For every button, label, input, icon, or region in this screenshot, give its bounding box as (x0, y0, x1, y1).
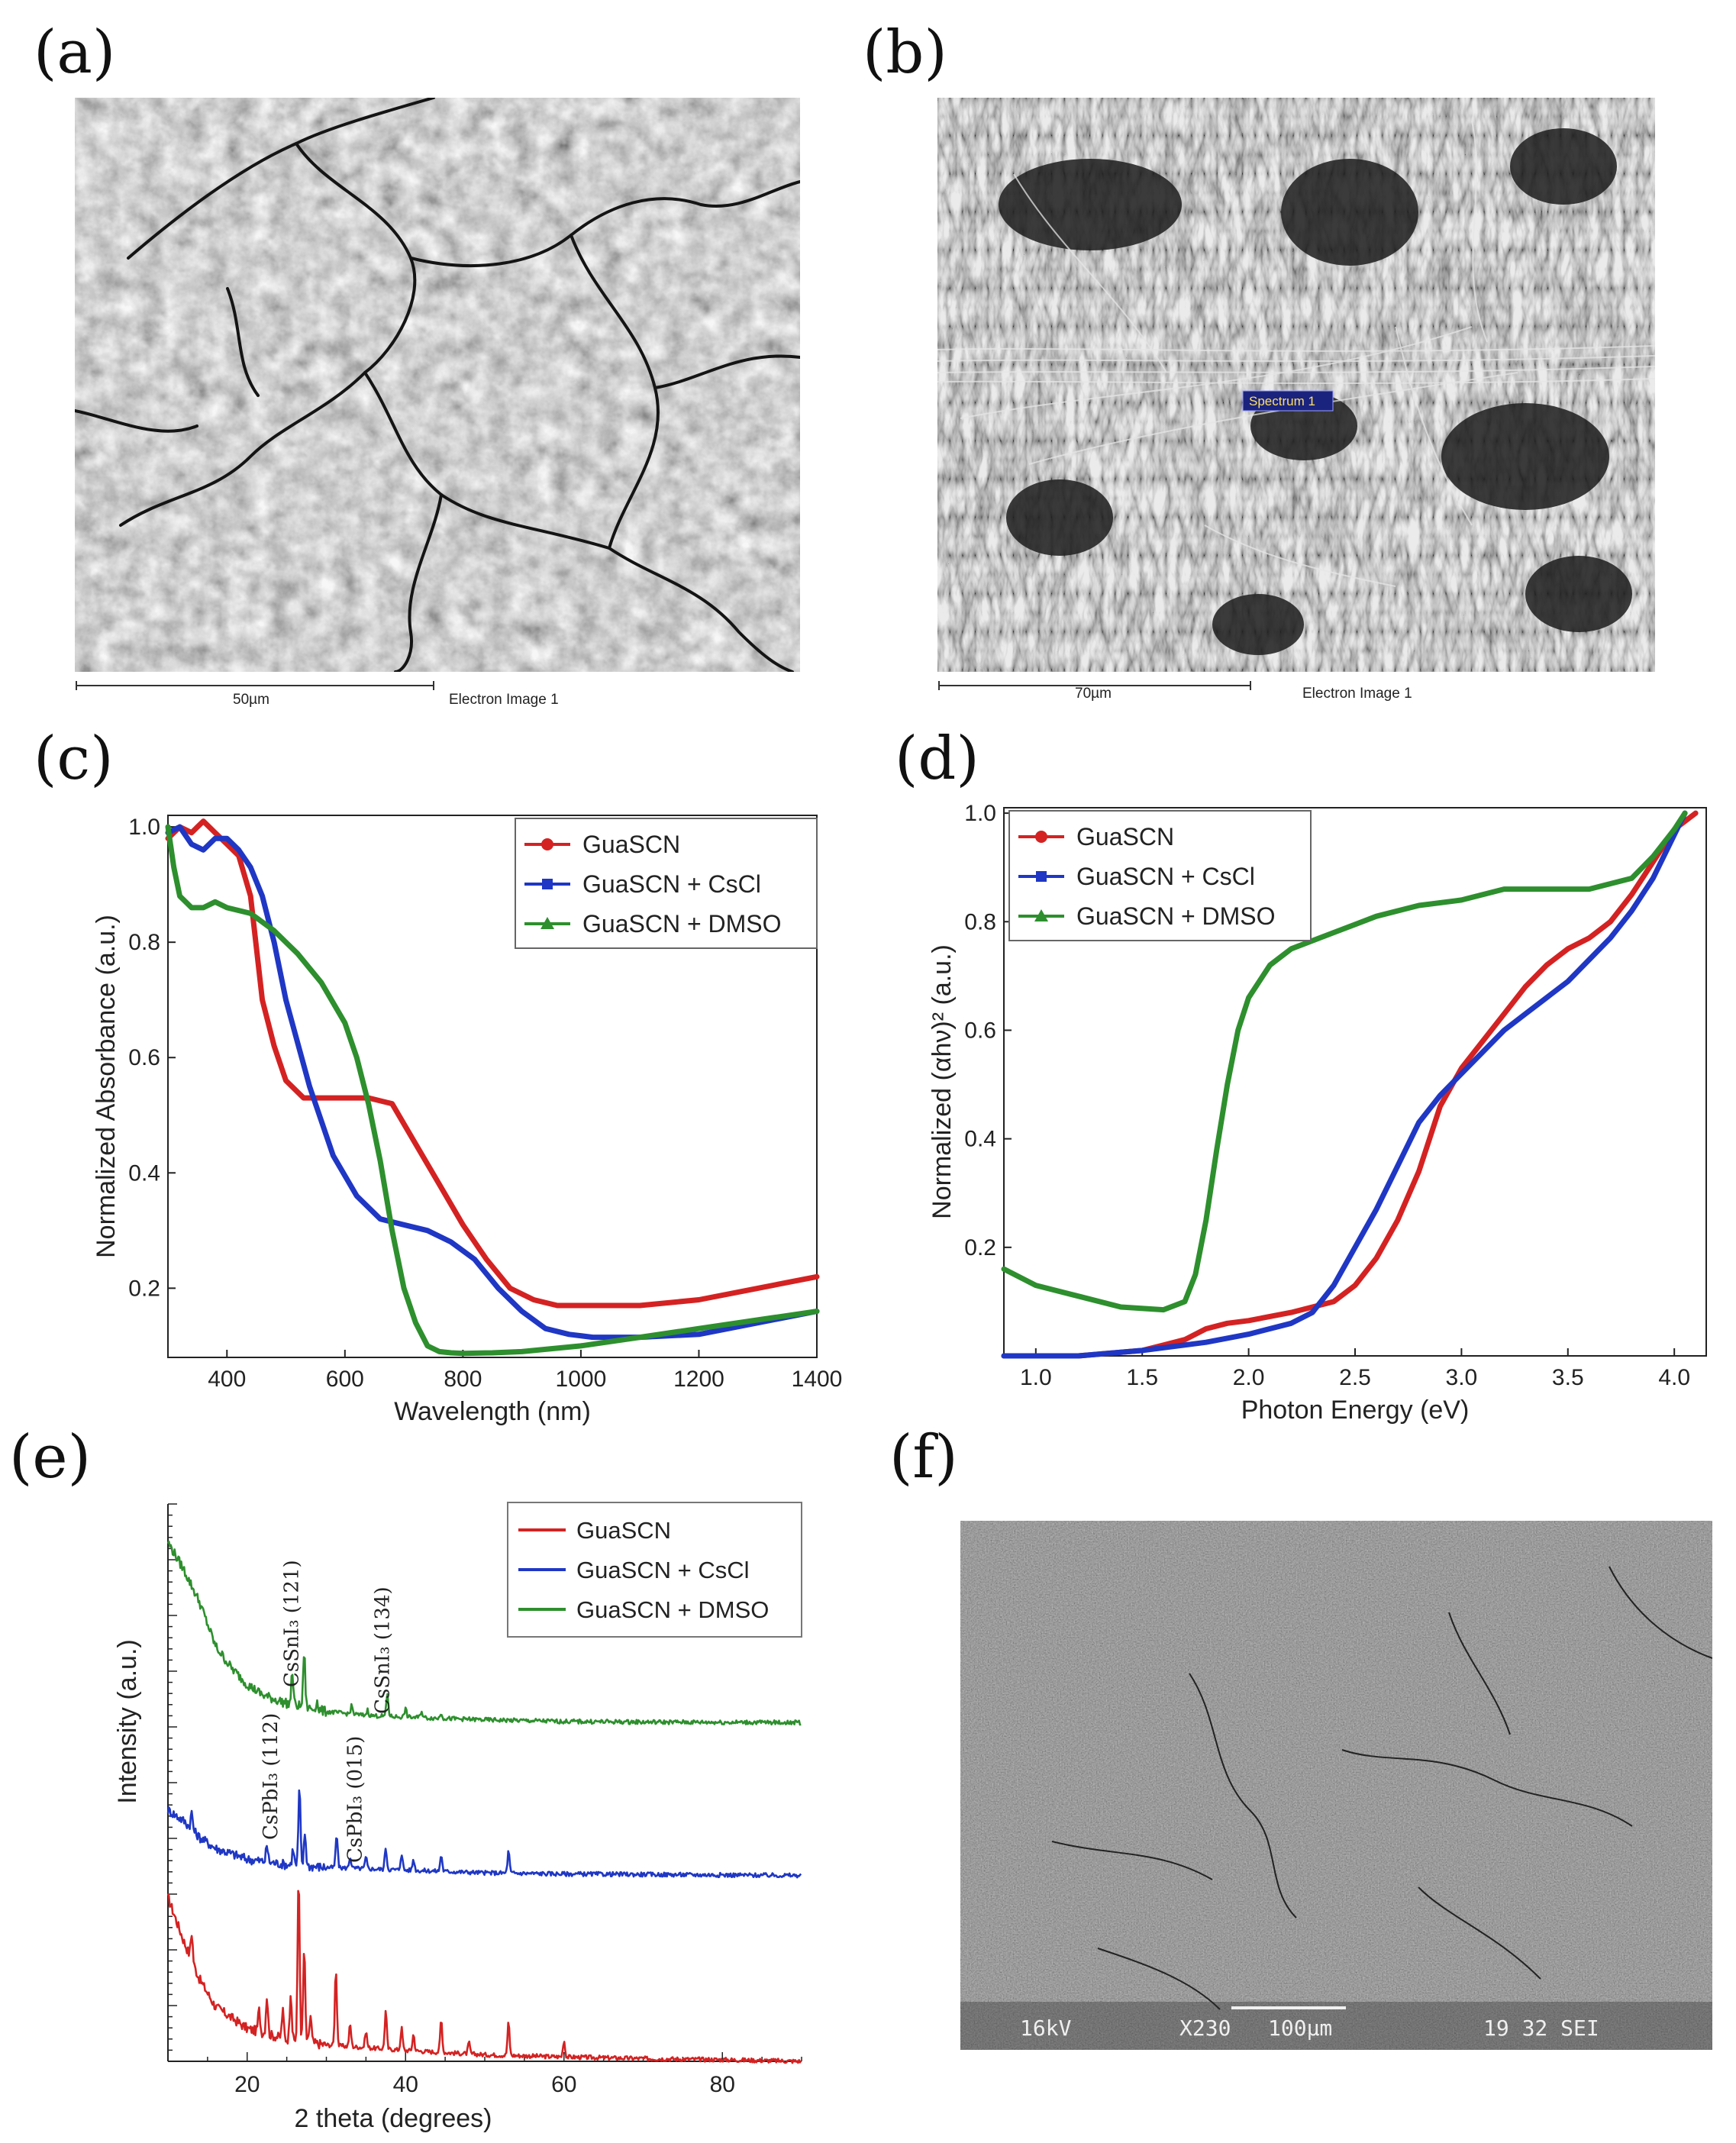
x-tick-label: 800 (444, 1367, 482, 1392)
legend-marker (540, 917, 554, 929)
x-tick-label: 1.5 (1126, 1365, 1158, 1390)
legend: GuaSCN GuaSCN + CsCl GuaSCN + DMSO (1008, 810, 1312, 941)
panel-f-label: (f) (889, 1423, 958, 1492)
peak-annotation: CsSnI₃ (134) (371, 1586, 394, 1714)
legend: GuaSCN GuaSCN + CsCl GuaSCN + DMSO (507, 1502, 802, 1638)
x-tick-label: 1.0 (1020, 1365, 1052, 1390)
x-tick-label: 60 (551, 2072, 576, 2097)
sem-image-f: 16kV X230 100µm 19 32 SEI (960, 1521, 1712, 2050)
y-tick-label: 0.6 (964, 1018, 996, 1043)
x-tick-label: 2.0 (1233, 1365, 1265, 1390)
legend-marker (541, 838, 553, 850)
sem-image-a (75, 98, 800, 672)
x-axis-label: 2 theta (degrees) (295, 2104, 492, 2133)
x-tick-label: 1000 (556, 1367, 607, 1392)
legend-label: GuaSCN + DMSO (582, 910, 782, 938)
sem-f-scale-label: 100µm (1268, 2016, 1332, 2041)
legend-label: GuaSCN (576, 1517, 671, 1544)
chart-d: 1.0 1.5 2.0 2.5 3.0 3.5 4.0 0.2 0.4 0.6 0.8 1.0 Phot… (878, 794, 1733, 1451)
y-tick-label: 0.2 (964, 1235, 996, 1260)
x-tick-label: 80 (710, 2072, 735, 2097)
series-line (166, 1789, 802, 1879)
sem-f-kv: 16kV (1020, 2016, 1072, 2041)
sem-f-info: 19 32 SEI (1483, 2016, 1599, 2041)
caption-b: Electron Image 1 (1302, 686, 1412, 702)
y-axis-label: Normalized Absorbance (a.u.) (92, 915, 121, 1258)
peak-annotation: CsPbI₃ (015) (344, 1736, 366, 1863)
series-line (1001, 810, 1688, 1359)
x-tick-label: 2.5 (1339, 1365, 1371, 1390)
panel-e-label: (e) (9, 1423, 92, 1492)
scalebar-a (76, 681, 434, 690)
x-tick-label: 40 (393, 2072, 418, 2097)
x-axis-label: Wavelength (nm) (394, 1397, 591, 1426)
y-tick-label: 0.8 (964, 909, 996, 934)
legend-label: GuaSCN + CsCl (1076, 863, 1255, 890)
y-tick-label: 0.6 (128, 1045, 160, 1070)
panel-c-label: (c) (34, 725, 114, 793)
y-tick-label: 0.4 (964, 1127, 996, 1152)
sem-f-mag: X230 (1179, 2016, 1231, 2041)
series-line (1001, 810, 1699, 1359)
series-line (165, 824, 820, 1357)
x-tick-label: 1400 (792, 1367, 843, 1392)
scalebar-b (938, 681, 1251, 690)
fiber-bundle (937, 120, 1655, 587)
caption-a: Electron Image 1 (449, 692, 559, 708)
legend: GuaSCN GuaSCN + CsCl GuaSCN + DMSO (515, 818, 818, 949)
panel-d-label: (d) (895, 725, 979, 793)
plot-frame (167, 815, 818, 1358)
scalebar-b-label: 70µm (1075, 686, 1112, 702)
y-axis-label: Intensity (a.u.) (113, 1639, 142, 1803)
y-tick-label: 1.0 (964, 801, 996, 826)
chart-e: 20 40 60 80 2 theta (degrees) Intensity (a.u.… (84, 1481, 847, 2138)
legend-label: GuaSCN + DMSO (576, 1596, 769, 1623)
crack-lines (1051, 1566, 1712, 2010)
y-tick-label: 0.2 (128, 1276, 160, 1301)
legend-label: GuaSCN (582, 831, 680, 858)
legend-label: GuaSCN (1076, 823, 1174, 850)
x-tick-label: 400 (208, 1367, 246, 1392)
pore-regions (999, 128, 1632, 655)
y-tick-label: 0.4 (128, 1160, 160, 1186)
sem-image-b: Spectrum 1 (937, 98, 1655, 672)
y-tick-label: 0.8 (128, 930, 160, 955)
y-axis-label: Normalized (αhν)² (a.u.) (928, 944, 957, 1219)
chart-c: 400 600 800 1000 1200 1400 0.2 0.4 0.6 0.8 1.0 Wave… (53, 802, 847, 1443)
x-axis-label: Photon Energy (eV) (1241, 1396, 1470, 1425)
spectrum-label: Spectrum 1 (1249, 394, 1315, 408)
x-tick-label: 600 (326, 1367, 364, 1392)
x-tick-label: 20 (234, 2072, 260, 2097)
legend-marker (1035, 831, 1047, 843)
panel-b-label: (b) (863, 18, 947, 87)
x-tick-label: 3.5 (1552, 1365, 1584, 1390)
x-tick-label: 1200 (673, 1367, 724, 1392)
crack-lines (75, 98, 800, 672)
legend-label: GuaSCN + CsCl (576, 1557, 750, 1583)
series-line (165, 824, 820, 1341)
series-line (166, 1540, 802, 1726)
peak-annotation: CsPbI₃ (112) (260, 1713, 282, 1840)
scalebar-a-label: 50µm (233, 692, 269, 708)
peak-annotation: CsSnI₃ (121) (280, 1560, 303, 1687)
panel-a-label: (a) (34, 18, 116, 87)
legend-marker (542, 879, 553, 889)
x-tick-label: 4.0 (1658, 1365, 1690, 1390)
legend-marker (1034, 909, 1048, 921)
legend-marker (1036, 871, 1047, 882)
legend-label: GuaSCN + DMSO (1076, 902, 1276, 930)
y-tick-label: 1.0 (128, 815, 160, 840)
series-line (1001, 810, 1688, 1313)
legend-label: GuaSCN + CsCl (582, 870, 761, 898)
series-line (166, 1890, 802, 2064)
x-tick-label: 3.0 (1446, 1365, 1478, 1390)
